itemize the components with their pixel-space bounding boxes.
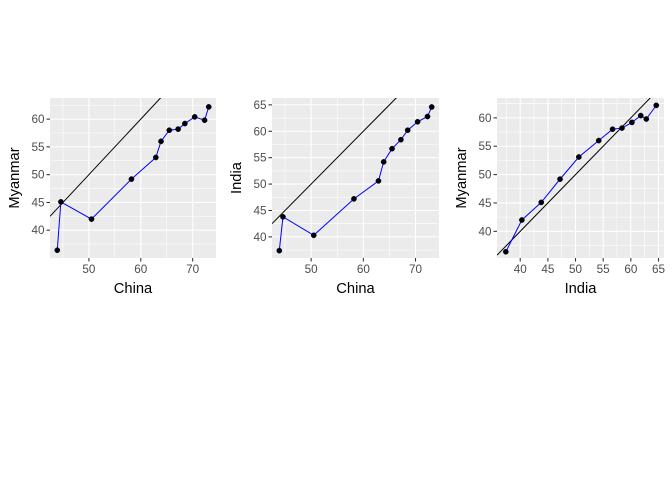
chart-panel-2: 50 60 70 40 45 50 55 60 65 China India (229, 98, 439, 297)
data-point (389, 145, 395, 152)
y-axis-title: India (229, 161, 245, 194)
chart-panel-1: 50 60 70 40 45 50 55 60 China Myanmar (7, 98, 216, 297)
reference-line (50, 98, 162, 217)
y-tick-label: 65 (253, 99, 267, 112)
gridlines (50, 98, 216, 258)
data-point (201, 117, 208, 124)
data-point (629, 119, 635, 126)
data-point (276, 247, 283, 254)
data-point (519, 217, 525, 223)
data-point (428, 104, 435, 110)
x-axis-title: India (565, 281, 598, 297)
data-point (595, 137, 602, 144)
data-point (424, 113, 431, 120)
data-point (351, 196, 357, 202)
y-tick-label: 45 (31, 196, 45, 209)
gridlines (272, 98, 439, 258)
x-tick-label: 60 (134, 263, 148, 276)
data-point (175, 126, 181, 132)
x-tick-label: 50 (305, 263, 319, 276)
y-tick-label: 45 (253, 204, 267, 217)
y-tick-label: 40 (478, 225, 492, 238)
data-point (88, 216, 95, 222)
y-tick-label: 40 (31, 224, 45, 237)
data-point (575, 154, 582, 160)
y-tick-label: 60 (253, 125, 267, 138)
y-tick-label: 55 (478, 140, 492, 153)
chart-panel-3: 40 45 50 55 60 65 40 45 50 55 60 India Myanmar (454, 98, 666, 297)
x-axis-title: China (114, 281, 153, 297)
x-tick-label: 55 (597, 263, 611, 276)
reference-line (272, 98, 397, 225)
data-point (502, 248, 509, 255)
data-point (182, 120, 188, 127)
data-point (637, 112, 644, 119)
data-point (280, 213, 286, 220)
x-tick-label: 50 (569, 263, 583, 276)
data-point (54, 247, 61, 254)
data-point (414, 118, 421, 125)
y-tick-label: 50 (478, 169, 492, 182)
y-axis-title: Myanmar (454, 147, 470, 208)
data-point (205, 104, 212, 110)
x-tick-label: 60 (357, 263, 371, 276)
y-tick-label: 55 (253, 152, 267, 165)
y-axis-title: Myanmar (7, 147, 23, 208)
data-point (158, 138, 164, 145)
data-point (404, 127, 411, 134)
data-point (166, 127, 173, 134)
plot-background (497, 98, 664, 258)
y-tick-label: 45 (478, 197, 492, 210)
x-tick-label: 70 (186, 263, 200, 276)
data-point (128, 176, 135, 182)
x-tick-label: 50 (82, 263, 96, 276)
data-point (152, 154, 159, 161)
y-tick-label: 50 (31, 169, 45, 182)
y-tick-label: 50 (253, 178, 267, 191)
data-point (191, 114, 198, 120)
data-point (310, 232, 317, 239)
y-tick-label: 55 (31, 141, 45, 154)
data-point (58, 199, 64, 205)
reference-line (497, 98, 651, 256)
x-tick-label: 45 (541, 263, 555, 276)
data-point (398, 136, 404, 143)
data-point (375, 178, 382, 184)
data-point (643, 116, 650, 122)
y-tick-label: 60 (478, 112, 492, 125)
x-tick-label: 40 (514, 263, 528, 276)
data-point (380, 159, 387, 165)
x-tick-label: 60 (624, 263, 638, 276)
y-tick-label: 40 (253, 231, 267, 244)
data-point (538, 199, 545, 206)
data-point (619, 125, 625, 131)
data-point (609, 126, 616, 133)
data-point (557, 176, 563, 182)
x-tick-label: 70 (409, 263, 423, 276)
x-tick-label: 65 (652, 263, 666, 276)
plot-background (272, 98, 439, 258)
y-tick-label: 60 (31, 113, 45, 126)
data-point (653, 102, 660, 109)
x-axis-title: China (336, 281, 375, 297)
